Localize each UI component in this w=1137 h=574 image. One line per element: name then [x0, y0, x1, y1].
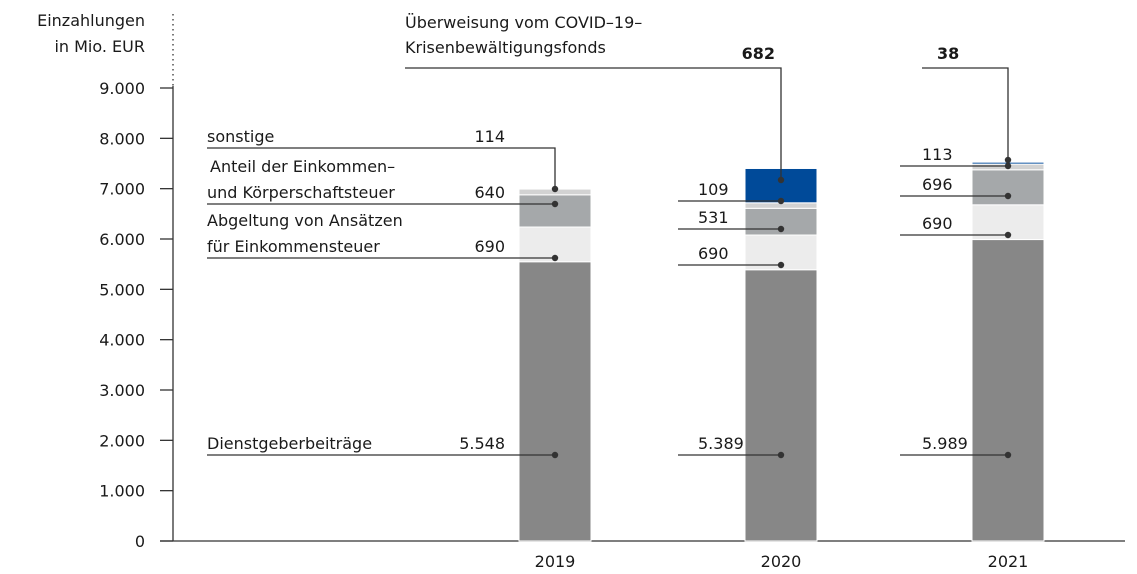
legend-label: Abgeltung von Ansätzen: [207, 211, 403, 230]
leader-dot: [551, 185, 559, 193]
y-tick-label: 5.000: [99, 280, 145, 299]
y-tick-label: 4.000: [99, 331, 145, 350]
bar-segment: [518, 194, 592, 228]
legend-label: Anteil der Einkommen–: [210, 157, 395, 176]
leader-dot: [1004, 231, 1012, 239]
legend-label: für Einkommensteuer: [207, 237, 380, 256]
value-label: 690: [922, 214, 953, 233]
y-tick-label: 9.000: [99, 79, 145, 98]
leader-dot: [777, 451, 785, 459]
bar-segment: [971, 169, 1045, 206]
y-tick-label: 6.000: [99, 230, 145, 249]
legend-label: Überweisung vom COVID–19–: [405, 13, 642, 32]
y-axis-title: in Mio. EUR: [54, 37, 145, 56]
y-tick-label: 8.000: [99, 129, 145, 148]
leader-dot: [1004, 192, 1012, 200]
value-label: 690: [698, 244, 729, 263]
leader-dot: [1004, 162, 1012, 170]
leader-dot: [551, 200, 559, 208]
leader-dot: [777, 261, 785, 269]
leader-dot: [777, 197, 785, 205]
y-tick-label: 7.000: [99, 180, 145, 199]
y-tick-label: 1.000: [99, 482, 145, 501]
value-label: 640: [474, 183, 505, 202]
leader-dot: [551, 451, 559, 459]
value-label: 5.389: [698, 434, 744, 453]
value-label: 531: [698, 208, 729, 227]
legend-label: Dienstgeberbeiträge: [207, 434, 372, 453]
value-label: 113: [922, 145, 953, 164]
x-tick-label: 2019: [535, 552, 576, 571]
value-label: 38: [937, 44, 959, 63]
y-tick-label: 3.000: [99, 381, 145, 400]
leader-dot: [551, 254, 559, 262]
value-label: 690: [474, 237, 505, 256]
leader-line: [207, 147, 556, 189]
leader-dot: [777, 225, 785, 233]
y-axis-title: Einzahlungen: [37, 11, 145, 30]
bar-segment: [971, 239, 1045, 542]
leader-dot: [777, 176, 785, 184]
legend-label: und Körperschaftsteuer: [207, 183, 395, 202]
leader-dot: [1004, 156, 1012, 164]
x-tick-label: 2021: [988, 552, 1029, 571]
bar-segment: [744, 167, 818, 204]
x-tick-label: 2020: [761, 552, 802, 571]
value-label: 696: [922, 175, 953, 194]
leader-dot: [1004, 451, 1012, 459]
leader-line: [405, 67, 782, 180]
value-label: 5.548: [459, 434, 505, 453]
value-label: 114: [474, 127, 505, 146]
legend-label: sonstige: [207, 127, 274, 146]
legend-label: Krisenbewältigungsfonds: [405, 38, 606, 57]
bar-segment: [518, 261, 592, 542]
value-label: 682: [742, 44, 775, 63]
value-label: 109: [698, 180, 729, 199]
y-tick-label: 2.000: [99, 431, 145, 450]
leader-line: [922, 67, 1009, 160]
value-label: 5.989: [922, 434, 968, 453]
y-tick-label: 0: [135, 532, 145, 551]
bar-segment: [744, 269, 818, 542]
